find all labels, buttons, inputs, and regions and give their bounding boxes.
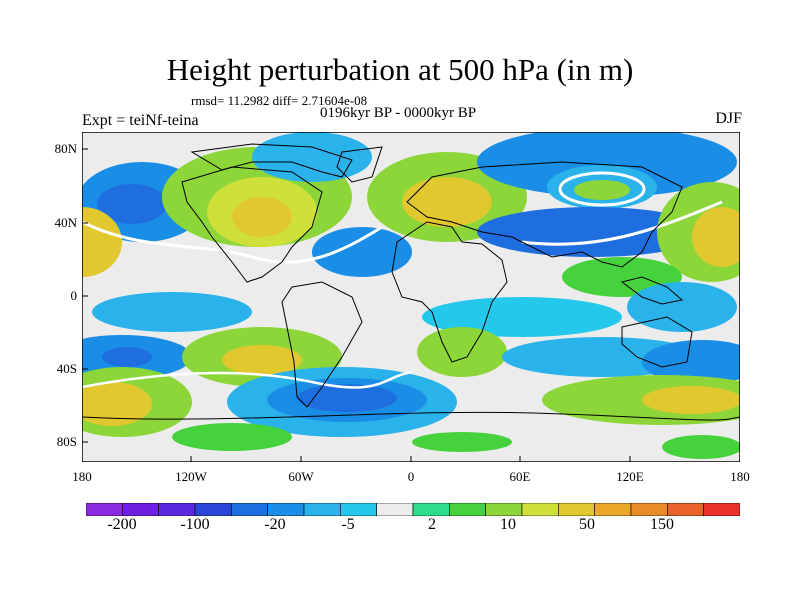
colorbar-swatch (412, 503, 450, 516)
colorbar-swatch (376, 503, 414, 516)
eurasia-coast (406, 161, 683, 268)
coastlines (82, 143, 740, 421)
colorbar-swatch (303, 503, 341, 516)
colorbar-swatch (667, 503, 704, 516)
lon-tick-label: 180 (730, 469, 750, 484)
colorbar-swatch (194, 503, 232, 516)
field-region (82, 207, 122, 277)
field-region (297, 384, 397, 412)
zero-contour (82, 220, 383, 264)
lat-tick-label: 80N (54, 141, 77, 156)
colorbar (86, 503, 740, 516)
colorbar-swatch (231, 503, 268, 516)
field-region (422, 297, 622, 337)
colorbar-swatch (558, 503, 595, 516)
colorbar-swatch (630, 503, 668, 516)
antarctica-coast (82, 411, 740, 421)
colorbar-swatch (267, 503, 305, 516)
zero-contour (558, 171, 646, 207)
lon-tick-label: 120E (616, 469, 644, 484)
colorbar-swatch (521, 503, 559, 516)
colorbar-label: 50 (579, 516, 595, 533)
map-svg (81, 131, 741, 463)
field-region (92, 292, 252, 332)
tick-marks (82, 148, 631, 462)
field-region (642, 386, 740, 414)
field-region (252, 132, 372, 182)
colorbar-label: -20 (264, 516, 286, 533)
field-region (312, 227, 412, 277)
colorbar-label: 10 (500, 516, 516, 533)
south-america-coast (281, 281, 363, 408)
colorbar-swatch (594, 503, 632, 516)
field-region (574, 180, 630, 200)
field-region (642, 340, 740, 384)
field-region (172, 423, 292, 451)
colorbar-swatch (122, 503, 159, 516)
lon-tick-label: 120W (175, 469, 207, 484)
period-text: 0196kyr BP - 0000kyr BP (320, 105, 477, 121)
colorbar-swatch (86, 503, 123, 516)
zero-contour (82, 370, 413, 389)
field-region (412, 432, 512, 452)
colorbar-label: -5 (341, 516, 355, 533)
field-region (662, 435, 740, 459)
colorbar-label: 2 (428, 516, 436, 533)
australia-coast (621, 316, 693, 368)
colorbar-swatch (449, 503, 486, 516)
arctic-islands-coast (190, 143, 353, 178)
lon-tick-label: 60W (288, 469, 314, 484)
lat-tick-label: 40N (54, 215, 77, 230)
lon-tick-label: 0 (407, 469, 415, 484)
lon-tick-label: 180 (72, 469, 92, 484)
field-region (222, 345, 302, 375)
plot-title: Height perturbation at 500 hPa (in m) (166, 52, 634, 87)
lat-tick-label: 0 (70, 288, 78, 303)
greenland-coast (336, 146, 383, 183)
field-region (232, 197, 292, 237)
colorbar-label: -100 (180, 516, 210, 533)
colorbar-label: -200 (107, 516, 137, 533)
field-region (82, 382, 152, 426)
field-region (97, 184, 167, 224)
field-region (627, 282, 737, 332)
field-region (102, 347, 152, 367)
experiment-label: Expt = teiNf-teina (82, 112, 199, 129)
colorbar-swatch (703, 503, 740, 516)
lon-tick-label: 60E (509, 469, 531, 484)
colorbar-label: 150 (650, 516, 674, 533)
field-region (402, 177, 492, 227)
season-label: DJF (715, 110, 742, 127)
maritime-continent-coast (620, 276, 684, 305)
africa-coast (391, 221, 508, 363)
colorbar-swatch (340, 503, 377, 516)
lat-tick-label: 80S (56, 434, 77, 449)
map-panel (81, 131, 741, 463)
colorbar-swatch (158, 503, 196, 516)
field-region (417, 327, 507, 377)
colorbar-swatch (485, 503, 523, 516)
lat-tick-label: 40S (56, 361, 77, 376)
north-america-coast (181, 166, 323, 283)
stats-text: rmsd= 11.2982 diff= 2.71604e-08 (191, 93, 368, 108)
zero-contour (521, 200, 723, 246)
field-region (692, 207, 740, 267)
